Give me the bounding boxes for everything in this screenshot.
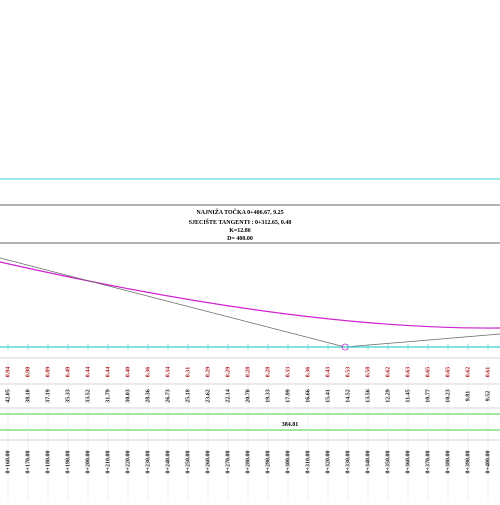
header-line: K=12.86 [229, 228, 251, 234]
depth-value: 0.49 [65, 367, 71, 378]
station-label: 0+250.00 [185, 451, 191, 474]
depth-value: 0.33 [285, 367, 291, 378]
station-label: 0+310.00 [305, 451, 311, 474]
depth-value: 0.43 [325, 367, 331, 378]
vertical-curve [0, 261, 500, 329]
elevation-value: 13.56 [365, 389, 371, 403]
station-label: 0+300.00 [285, 451, 291, 474]
depth-value: 0.62 [385, 367, 391, 378]
elevation-value: 33.52 [85, 389, 91, 403]
station-label: 0+160.00 [5, 451, 11, 474]
elevation-value: 9.52 [485, 391, 491, 402]
depth-value: 0.40 [125, 367, 131, 378]
header-line: D= 400.00 [227, 236, 253, 242]
station-label: 0+350.00 [385, 451, 391, 474]
station-label: 0+390.00 [465, 451, 471, 474]
depth-value: 0.89 [45, 367, 51, 378]
station-label: 0+370.00 [425, 451, 431, 474]
station-label: 0+210.00 [105, 451, 111, 474]
depth-value: 0.28 [245, 367, 251, 378]
depth-value: 0.58 [365, 367, 371, 378]
depth-value: 0.36 [145, 367, 151, 378]
depth-value: 0.31 [185, 367, 191, 378]
depth-value: 0.61 [485, 367, 491, 378]
elevation-value: 38.10 [25, 389, 31, 403]
elevation-value: 30.03 [125, 389, 131, 403]
depth-value: 0.65 [425, 367, 431, 378]
elevation-value: 35.33 [65, 389, 71, 403]
elevation-value: 31.79 [105, 389, 111, 403]
station-label: 0+180.00 [45, 451, 51, 474]
station-label: 0+400.00 [485, 451, 491, 474]
station-label: 0+270.00 [225, 451, 231, 474]
elevation-value: 19.33 [265, 389, 271, 403]
depth-value: 0.44 [105, 367, 111, 378]
elevation-value: 23.62 [205, 389, 211, 403]
depth-value: 0.44 [85, 367, 91, 378]
station-label: 0+330.00 [345, 451, 351, 474]
elevation-value: 37.19 [45, 389, 51, 403]
elevation-value: 11.45 [405, 389, 411, 402]
depth-value: 0.34 [165, 367, 171, 378]
station-label: 0+290.00 [265, 451, 271, 474]
depth-value: 0.62 [465, 367, 471, 378]
depth-value: 0.53 [345, 367, 351, 378]
elevation-value: 25.18 [185, 389, 191, 403]
elevation-value: 14.52 [345, 389, 351, 403]
tangent-line [0, 257, 500, 348]
header-line: NAJNIŽA TOČKA 0+406.67, 9.25 [196, 208, 283, 216]
station-label: 0+220.00 [125, 451, 131, 474]
station-label: 0+240.00 [165, 451, 171, 474]
station-label: 0+200.00 [85, 451, 91, 474]
elevation-value: 20.70 [245, 389, 251, 403]
elevation-value: 28.36 [145, 389, 151, 403]
elevation-value: 16.66 [305, 389, 311, 403]
station-label: 0+380.00 [445, 451, 451, 474]
depth-value: 0.29 [225, 367, 231, 378]
elevation-value: 12.29 [385, 389, 391, 403]
elevation-value: 15.41 [325, 389, 331, 403]
depth-value: 0.29 [205, 367, 211, 378]
depth-value: 0.28 [265, 367, 271, 378]
station-label: 0+260.00 [205, 451, 211, 474]
station-label: 0+190.00 [65, 451, 71, 474]
station-label: 0+360.00 [405, 451, 411, 474]
header-line: SJECIŠTE TANGENTI : 0+312.65, 0.48 [189, 218, 292, 226]
depth-value: 0.63 [405, 367, 411, 378]
elevation-value: 22.14 [225, 389, 231, 403]
elevation-value: 42.05 [5, 389, 11, 403]
elevation-value: 10.77 [425, 389, 431, 403]
elevation-value: 10.23 [445, 389, 451, 403]
station-label: 0+170.00 [25, 451, 31, 474]
depth-value: 0.90 [25, 367, 31, 378]
station-label: 0+320.00 [325, 451, 331, 474]
station-label: 0+340.00 [365, 451, 371, 474]
station-label: 0+280.00 [245, 451, 251, 474]
elevation-value: 9.81 [465, 391, 471, 402]
station-label: 0+230.00 [145, 451, 151, 474]
elevation-value: 17.99 [285, 389, 291, 403]
depth-value: 0.65 [445, 367, 451, 378]
depth-value: 0.36 [305, 367, 311, 378]
length-label: 384.81 [282, 422, 299, 428]
depth-value: 0.94 [5, 367, 11, 378]
elevation-value: 26.73 [165, 389, 171, 403]
